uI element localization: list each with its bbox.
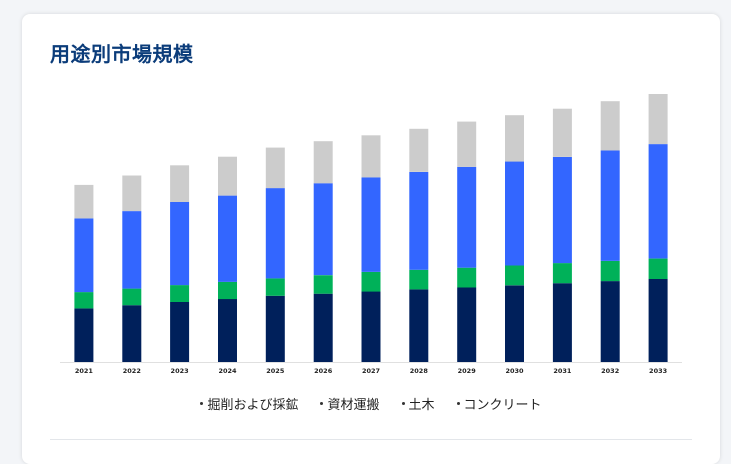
legend-item-3: コンクリート (456, 394, 542, 413)
x-tick-label-2028: 2028 (410, 367, 429, 375)
bar-2032-series-1 (600, 261, 620, 282)
x-tick-label-2025: 2025 (266, 367, 285, 375)
bar-2021-series-2 (74, 218, 94, 293)
bar-2030-series-0 (505, 285, 524, 362)
bar-2031-series-0 (552, 283, 572, 362)
bar-2022-series-2 (122, 211, 142, 289)
bar-2033-series-2 (648, 144, 668, 259)
x-tick-label-2021: 2021 (75, 367, 94, 375)
bar-2032-series-0 (600, 281, 620, 362)
x-tick-label-2029: 2029 (458, 367, 477, 375)
bar-2030-series-1 (505, 265, 524, 286)
bar-2031-series-3 (552, 108, 572, 157)
bar-2026-series-2 (313, 183, 333, 276)
x-tick-label-2023: 2023 (171, 367, 189, 375)
bar-2028-series-2 (409, 172, 429, 270)
bar-2025-series-1 (265, 278, 285, 296)
bar-2029-series-2 (457, 166, 477, 268)
legend-item-1: 資材運搬 (320, 394, 380, 413)
page-title: 用途別市場規模 (50, 42, 194, 66)
x-tick-label-2032: 2032 (601, 367, 619, 375)
legend-bullet-icon (456, 402, 460, 405)
bar-2033-series-0 (648, 278, 668, 362)
bar-2023-series-2 (170, 202, 190, 286)
bar-2024-series-2 (218, 195, 237, 282)
bar-2027-series-2 (361, 177, 381, 272)
bar-2024-series-3 (218, 156, 237, 196)
bar-2023-series-1 (170, 285, 190, 302)
x-tick-label-2022: 2022 (123, 367, 141, 375)
legend-item-2: 土木 (401, 394, 435, 413)
x-tick-label-2026: 2026 (314, 367, 333, 375)
chart-legend: 掘削および採鉱 資材運搬 土木 コンクリート (22, 394, 720, 413)
bar-2029-series-3 (457, 121, 477, 167)
bar-2027-series-3 (361, 135, 381, 178)
bar-2023-series-0 (170, 302, 190, 362)
stacked-bar-chart: 2021 2022 2023 2024 2025 2026 2027 2028 2029 2030… (60, 94, 682, 375)
legend-label: 資材運搬 (327, 398, 380, 413)
x-tick-label-2033: 2033 (649, 367, 667, 375)
bar-2022-series-3 (122, 175, 142, 212)
bar-2021-series-3 (74, 184, 94, 219)
legend-item-0: 掘削および採鉱 (200, 394, 298, 413)
bar-2033-series-1 (648, 258, 668, 279)
legend-bullet-icon (401, 402, 405, 405)
bar-2030-series-2 (505, 161, 524, 266)
bar-2032-series-3 (600, 101, 620, 151)
bar-2026-series-1 (313, 275, 333, 294)
bar-2027-series-0 (361, 291, 381, 362)
bar-2026-series-0 (313, 293, 333, 362)
x-tick-label-2030: 2030 (505, 367, 524, 375)
legend-label: 掘削および採鉱 (207, 398, 299, 413)
bar-2029-series-1 (457, 267, 477, 288)
bar-2025-series-3 (265, 147, 285, 189)
bar-2024-series-1 (218, 281, 237, 300)
legend-bullet-icon (200, 402, 204, 405)
bar-2028-series-3 (409, 128, 429, 172)
bar-2026-series-3 (313, 141, 333, 184)
bar-2028-series-1 (409, 269, 429, 290)
chart-card: 用途別市場規模 2021 2022 2023 2024 2025 2026 2027 2028… (22, 14, 720, 464)
bar-2028-series-0 (409, 289, 429, 362)
x-tick-label-2024: 2024 (218, 367, 237, 375)
bars-group (74, 94, 668, 362)
legend-bullet-icon (320, 402, 324, 405)
x-tick-label-2031: 2031 (553, 367, 572, 375)
bar-2021-series-0 (74, 308, 94, 362)
x-tick-label-2027: 2027 (362, 367, 380, 375)
bar-2029-series-0 (457, 287, 477, 362)
bar-2024-series-0 (218, 299, 237, 362)
bar-2025-series-2 (265, 188, 285, 279)
bar-2031-series-1 (552, 263, 572, 284)
bar-2025-series-0 (265, 295, 285, 362)
card-divider (50, 439, 692, 440)
legend-label: 土木 (408, 398, 435, 413)
bar-2032-series-2 (600, 150, 620, 261)
bar-2021-series-1 (74, 292, 94, 309)
bar-2031-series-2 (552, 157, 572, 264)
bar-2023-series-3 (170, 165, 190, 202)
bar-2022-series-1 (122, 288, 142, 306)
bar-2033-series-3 (648, 94, 668, 145)
bar-2027-series-1 (361, 272, 381, 292)
legend-label: コンクリート (463, 398, 542, 413)
bar-2022-series-0 (122, 305, 142, 362)
bar-2030-series-3 (505, 115, 524, 162)
x-tick-labels: 2021 2022 2023 2024 2025 2026 2027 2028 2029 2030… (75, 367, 667, 375)
